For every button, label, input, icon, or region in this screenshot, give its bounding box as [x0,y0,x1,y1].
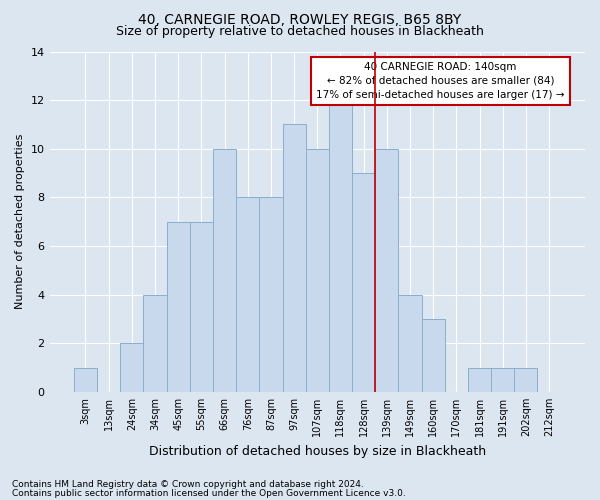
Bar [305,149,329,392]
Bar [236,198,259,392]
Text: Contains HM Land Registry data © Crown copyright and database right 2024.: Contains HM Land Registry data © Crown c… [12,480,364,489]
Bar [213,149,236,392]
X-axis label: Distribution of detached houses by size in Blackheath: Distribution of detached houses by size … [149,444,486,458]
Bar [329,100,352,392]
Bar [167,222,190,392]
Bar [352,173,375,392]
Text: 40, CARNEGIE ROAD, ROWLEY REGIS, B65 8BY: 40, CARNEGIE ROAD, ROWLEY REGIS, B65 8BY [139,12,461,26]
Y-axis label: Number of detached properties: Number of detached properties [15,134,25,310]
Bar [74,368,97,392]
Bar [398,294,422,392]
Bar [190,222,213,392]
Bar [422,319,445,392]
Text: Size of property relative to detached houses in Blackheath: Size of property relative to detached ho… [116,25,484,38]
Bar [514,368,538,392]
Bar [491,368,514,392]
Text: 40 CARNEGIE ROAD: 140sqm
← 82% of detached houses are smaller (84)
17% of semi-d: 40 CARNEGIE ROAD: 140sqm ← 82% of detach… [316,62,565,100]
Text: Contains public sector information licensed under the Open Government Licence v3: Contains public sector information licen… [12,488,406,498]
Bar [143,294,167,392]
Bar [468,368,491,392]
Bar [259,198,283,392]
Bar [375,149,398,392]
Bar [283,124,305,392]
Bar [120,344,143,392]
